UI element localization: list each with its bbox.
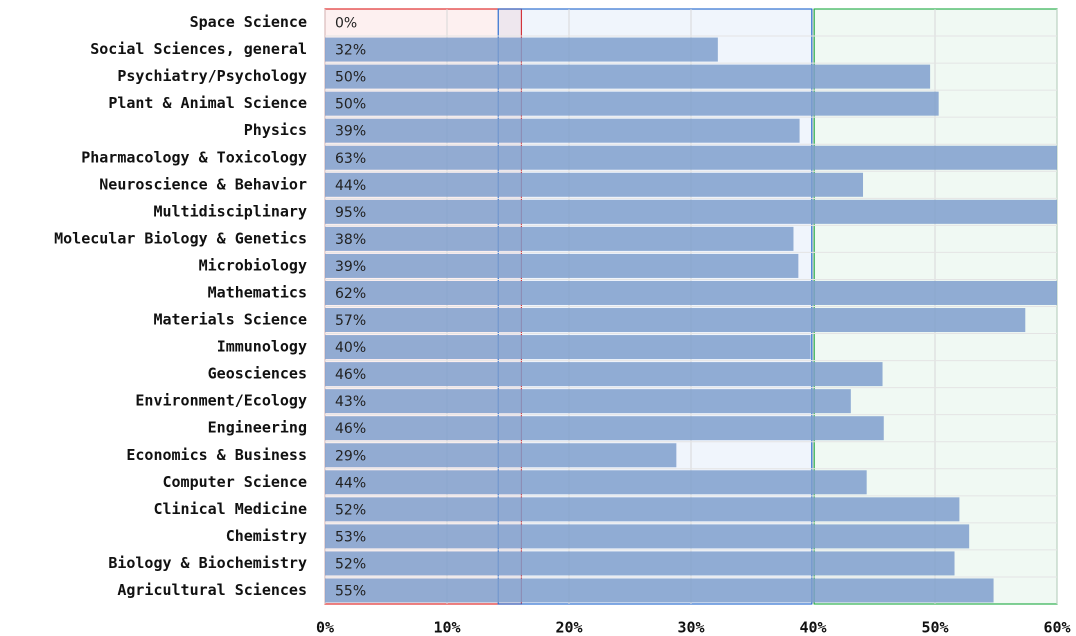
category-label: Psychiatry/Psychology — [117, 67, 307, 85]
bar — [325, 145, 1057, 170]
bar — [325, 497, 960, 522]
x-tick-label: 40% — [799, 619, 826, 636]
bar — [325, 524, 970, 549]
category-label: Neuroscience & Behavior — [99, 175, 307, 193]
value-label: 40% — [335, 340, 366, 356]
bar — [325, 64, 931, 89]
category-label: Computer Science — [163, 473, 308, 491]
value-label: 50% — [335, 97, 366, 113]
category-label: Multidisciplinary — [153, 202, 307, 220]
value-label: 50% — [335, 70, 366, 86]
value-label: 52% — [335, 502, 366, 518]
bar — [325, 118, 800, 143]
value-label: 0% — [335, 16, 357, 32]
bar — [325, 362, 883, 387]
category-label: Materials Science — [153, 311, 307, 329]
bar — [325, 253, 799, 278]
bar — [325, 91, 939, 116]
bar — [325, 443, 677, 468]
bar — [325, 551, 955, 576]
bar — [325, 308, 1026, 333]
category-label: Geosciences — [208, 365, 307, 383]
bar — [325, 199, 1057, 224]
category-label: Social Sciences, general — [90, 40, 307, 58]
bar — [325, 37, 718, 62]
value-label: 43% — [335, 394, 366, 410]
value-label: 53% — [335, 529, 366, 545]
bar — [325, 226, 794, 251]
bar — [325, 470, 867, 495]
value-label: 39% — [335, 124, 366, 140]
value-label: 62% — [335, 286, 366, 302]
category-label: Agricultural Sciences — [117, 581, 307, 599]
value-label: 57% — [335, 313, 366, 329]
category-label: Chemistry — [226, 527, 307, 545]
category-label: Plant & Animal Science — [108, 94, 307, 112]
category-label: Economics & Business — [126, 446, 307, 464]
value-label: 39% — [335, 259, 366, 275]
value-label: 44% — [335, 178, 366, 194]
bar — [325, 335, 811, 360]
x-tick-label: 50% — [921, 619, 948, 636]
value-label: 44% — [335, 475, 366, 491]
value-label: 46% — [335, 367, 366, 383]
bar — [325, 578, 994, 603]
value-label: 52% — [335, 556, 366, 572]
category-label: Engineering — [208, 419, 307, 437]
category-label: Mathematics — [208, 283, 307, 301]
category-label: Biology & Biochemistry — [108, 554, 307, 572]
category-label: Immunology — [217, 338, 307, 356]
value-label: 46% — [335, 421, 366, 437]
bars — [325, 37, 1057, 603]
category-label: Physics — [244, 121, 307, 139]
x-tick-label: 60% — [1043, 619, 1070, 636]
category-label: Environment/Ecology — [135, 392, 307, 410]
value-label: 38% — [335, 232, 366, 248]
category-label: Clinical Medicine — [153, 500, 307, 518]
value-label: 29% — [335, 448, 366, 464]
value-label: 95% — [335, 205, 366, 221]
x-tick-label: 30% — [677, 619, 704, 636]
category-label: Space Science — [190, 13, 307, 31]
value-label: 55% — [335, 583, 366, 599]
category-label: Molecular Biology & Genetics — [54, 229, 307, 247]
bar — [325, 280, 1057, 305]
bar — [325, 389, 851, 414]
category-label: Pharmacology & Toxicology — [81, 148, 307, 166]
x-tick-label: 20% — [555, 619, 582, 636]
bar — [325, 172, 864, 197]
bar — [325, 416, 884, 441]
category-label: Microbiology — [199, 256, 307, 274]
x-tick-label: 10% — [433, 619, 460, 636]
value-label: 32% — [335, 43, 366, 59]
value-label: 63% — [335, 151, 366, 167]
x-tick-label: 0% — [316, 619, 334, 636]
